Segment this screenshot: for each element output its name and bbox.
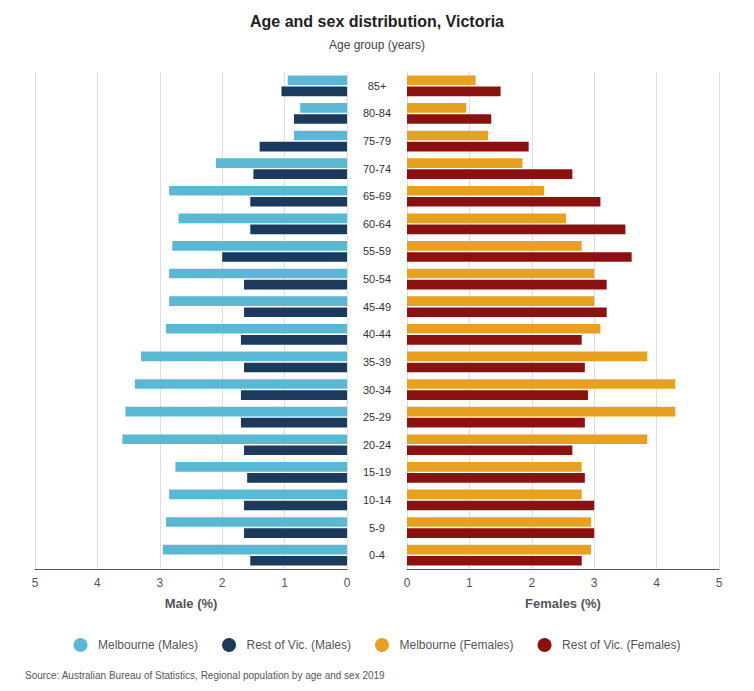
svg-text:35-39: 35-39 [363, 356, 391, 368]
svg-text:4: 4 [94, 576, 101, 590]
svg-text:70-74: 70-74 [363, 163, 391, 175]
svg-text:3: 3 [591, 576, 598, 590]
svg-text:20-24: 20-24 [363, 439, 391, 451]
svg-text:Melbourne (Females): Melbourne (Females) [399, 638, 513, 652]
svg-text:15-19: 15-19 [363, 466, 391, 478]
svg-text:0: 0 [344, 576, 351, 590]
svg-text:1: 1 [466, 576, 473, 590]
svg-text:Source: Australian Bureau of S: Source: Australian Bureau of Statistics,… [25, 670, 385, 681]
svg-text:Females (%): Females (%) [525, 596, 601, 611]
svg-text:75-79: 75-79 [363, 135, 391, 147]
svg-text:60-64: 60-64 [363, 218, 391, 230]
svg-text:40-44: 40-44 [363, 328, 391, 340]
svg-text:Rest of Vic. (Females): Rest of Vic. (Females) [562, 638, 680, 652]
svg-text:2: 2 [219, 576, 226, 590]
svg-text:45-49: 45-49 [363, 301, 391, 313]
svg-text:55-59: 55-59 [363, 245, 391, 257]
svg-text:25-29: 25-29 [363, 411, 391, 423]
svg-text:5: 5 [32, 576, 39, 590]
svg-text:50-54: 50-54 [363, 273, 391, 285]
svg-text:5-9: 5-9 [369, 522, 385, 534]
svg-text:Male (%): Male (%) [165, 596, 218, 611]
svg-text:Rest of Vic. (Males): Rest of Vic. (Males) [247, 638, 351, 652]
svg-text:Age group (years): Age group (years) [329, 38, 425, 52]
svg-text:80-84: 80-84 [363, 107, 391, 119]
svg-text:3: 3 [156, 576, 163, 590]
svg-text:10-14: 10-14 [363, 494, 391, 506]
svg-text:Melbourne (Males): Melbourne (Males) [98, 638, 198, 652]
svg-text:30-34: 30-34 [363, 384, 391, 396]
svg-text:Age and sex distribution, Vict: Age and sex distribution, Victoria [250, 13, 504, 30]
svg-text:0: 0 [404, 576, 411, 590]
svg-text:4: 4 [653, 576, 660, 590]
svg-text:1: 1 [281, 576, 288, 590]
svg-text:5: 5 [716, 576, 723, 590]
svg-text:2: 2 [528, 576, 535, 590]
svg-text:0-4: 0-4 [369, 549, 385, 561]
svg-text:85+: 85+ [368, 80, 387, 92]
svg-text:65-69: 65-69 [363, 190, 391, 202]
